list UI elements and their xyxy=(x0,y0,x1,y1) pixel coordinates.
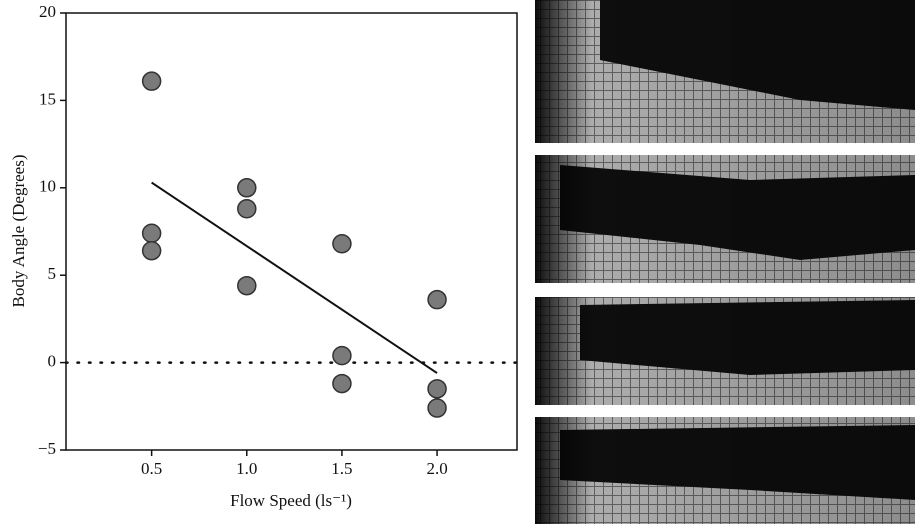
y-tick-label: 5 xyxy=(48,264,57,283)
x-tick-label: 1.0 xyxy=(236,459,257,478)
data-point xyxy=(141,71,162,91)
x-tick-label: 2.0 xyxy=(426,459,447,478)
x-tick-label: 0.5 xyxy=(141,459,162,478)
y-tick-label: 10 xyxy=(39,177,56,196)
photo xyxy=(535,297,915,405)
data-point xyxy=(237,275,257,296)
x-axis-label: Flow Speed (ls⁻¹) xyxy=(230,491,352,510)
data-point xyxy=(141,223,162,243)
y-tick-label: 0 xyxy=(48,352,57,371)
y-axis-label: Body Angle (Degrees) xyxy=(9,155,28,308)
data-point xyxy=(141,240,162,261)
data-point xyxy=(427,289,447,310)
data-point xyxy=(237,178,257,198)
photo xyxy=(535,0,915,143)
y-tick-label: −5 xyxy=(38,439,56,458)
fit-line xyxy=(151,181,438,374)
data-point xyxy=(427,379,447,399)
photo xyxy=(535,417,915,524)
data-point xyxy=(332,373,352,394)
photo xyxy=(535,155,915,283)
data-point xyxy=(332,233,352,254)
y-tick-label: 20 xyxy=(39,2,56,21)
plot-frame xyxy=(65,12,518,451)
x-tick-label: 1.5 xyxy=(331,459,352,478)
data-point xyxy=(427,398,447,418)
photo-panels xyxy=(535,0,915,524)
y-tick-label: 15 xyxy=(39,89,56,108)
data-point xyxy=(237,199,257,219)
data-point xyxy=(332,345,352,366)
